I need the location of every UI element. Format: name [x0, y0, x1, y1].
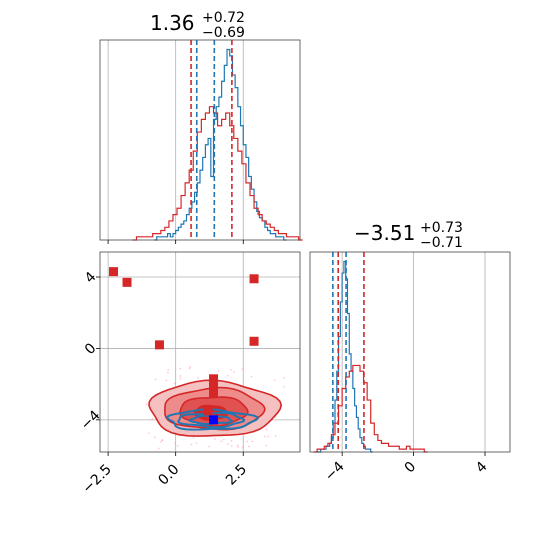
- scatter-sample-point: [248, 445, 250, 448]
- title-right-plus: +0.73: [420, 220, 463, 236]
- scatter-sample-point: [147, 432, 150, 435]
- red-marker-6: [209, 381, 219, 391]
- scatter-sample-point: [227, 443, 230, 446]
- scatter-sample-point: [165, 379, 168, 382]
- red-marker-7: [209, 388, 219, 398]
- hist-right-tick-label: 0: [402, 459, 420, 477]
- scatter-sample-point: [189, 366, 192, 368]
- hist-top-series-0: [154, 48, 287, 241]
- scatter-x-tick-label: 2.5: [223, 462, 250, 489]
- scatter-sample-point: [265, 428, 268, 431]
- title-right: −3.51: [354, 221, 415, 245]
- scatter-sample-point: [174, 442, 177, 445]
- scatter-sample-point: [273, 379, 276, 382]
- scatter-sample-point: [246, 440, 248, 443]
- red-marker-2: [154, 340, 164, 350]
- title-right-minus: −0.71: [420, 235, 463, 251]
- hist-top-frame: [99, 39, 301, 241]
- scatter-sample-point: [230, 439, 233, 442]
- scatter-sample-point: [230, 445, 233, 447]
- scatter-sample-point: [179, 367, 182, 370]
- scatter-sample-point: [213, 438, 216, 440]
- blue-contour-0: [166, 408, 259, 431]
- scatter-sample-point: [220, 440, 223, 443]
- scatter-sample-point: [151, 418, 154, 420]
- scatter-panel: −2.5 0.0 2.540−4: [78, 251, 301, 497]
- red-marker-8: [203, 406, 213, 416]
- scatter-sample-point: [265, 444, 268, 447]
- hist-top-series-1: [132, 106, 303, 241]
- scatter-sample-point: [145, 403, 148, 406]
- title-top-minus: −0.69: [202, 25, 245, 41]
- red-marker-3: [249, 274, 259, 284]
- scatter-sample-point: [264, 435, 266, 438]
- scatter-x-tick-label: 0.0: [155, 462, 182, 489]
- blue-marker-0: [209, 415, 219, 425]
- scatter-sample-point: [250, 375, 253, 378]
- scatter-sample-point: [267, 435, 270, 438]
- scatter-sample-point: [274, 434, 277, 437]
- blue-contour-2: [187, 414, 233, 426]
- scatter-sample-point: [222, 438, 225, 441]
- scatter-sample-point: [226, 374, 229, 377]
- red-marker-4: [249, 336, 259, 346]
- scatter-sample-point: [251, 440, 254, 443]
- scatter-y-tick-label: 0: [82, 340, 100, 358]
- hist-right-tick-label: −4: [322, 459, 348, 485]
- scatter-sample-point: [230, 368, 232, 371]
- scatter-sample-point: [173, 382, 176, 385]
- blue-contour-1: [177, 411, 246, 429]
- scatter-sample-point: [208, 445, 211, 448]
- scatter-sample-point: [192, 436, 195, 439]
- scatter-sample-point: [176, 444, 179, 447]
- title-right-value: −3.51: [354, 221, 415, 245]
- scatter-y-tick-label: 4: [82, 269, 100, 287]
- title-top: 1.36: [150, 11, 195, 35]
- scatter-sample-point: [166, 371, 169, 374]
- red-marker-5: [209, 374, 219, 384]
- scatter-sample-point: [190, 443, 193, 446]
- red-marker-1: [122, 277, 132, 287]
- title-top-value: 1.36: [150, 11, 195, 35]
- scatter-frame: [99, 251, 301, 453]
- scatter-sample-point: [153, 436, 156, 439]
- scatter-sample-point: [195, 442, 198, 445]
- title-top-plus: +0.72: [202, 10, 245, 26]
- scatter-sample-point: [283, 376, 285, 379]
- scatter-x-tick-label: −2.5: [80, 462, 115, 497]
- scatter-sample-point: [233, 371, 235, 373]
- scatter-sample-point: [161, 439, 164, 441]
- scatter-sample-point: [179, 375, 182, 377]
- scatter-sample-point: [197, 377, 200, 379]
- hist-right-series-1: [313, 364, 428, 453]
- scatter-plot-area: [100, 252, 300, 452]
- hist-right-tick-label: 4: [473, 459, 491, 477]
- red-marker-0: [109, 267, 119, 277]
- scatter-sample-point: [160, 440, 162, 443]
- scatter-sample-point: [282, 385, 285, 388]
- scatter-sample-point: [167, 369, 170, 371]
- scatter-sample-point: [217, 370, 220, 372]
- scatter-sample-point: [179, 377, 182, 380]
- scatter-sample-point: [154, 378, 157, 381]
- scatter-sample-point: [236, 444, 239, 447]
- scatter-sample-point: [237, 445, 240, 448]
- scatter-sample-point: [157, 447, 160, 450]
- histogram-right-panel: −4 0 4: [309, 251, 511, 485]
- scatter-sample-point: [241, 446, 244, 449]
- scatter-sample-point: [188, 367, 191, 370]
- scatter-sample-point: [241, 368, 244, 371]
- histogram-top-panel: [99, 39, 303, 244]
- hist-right-frame: [309, 251, 511, 453]
